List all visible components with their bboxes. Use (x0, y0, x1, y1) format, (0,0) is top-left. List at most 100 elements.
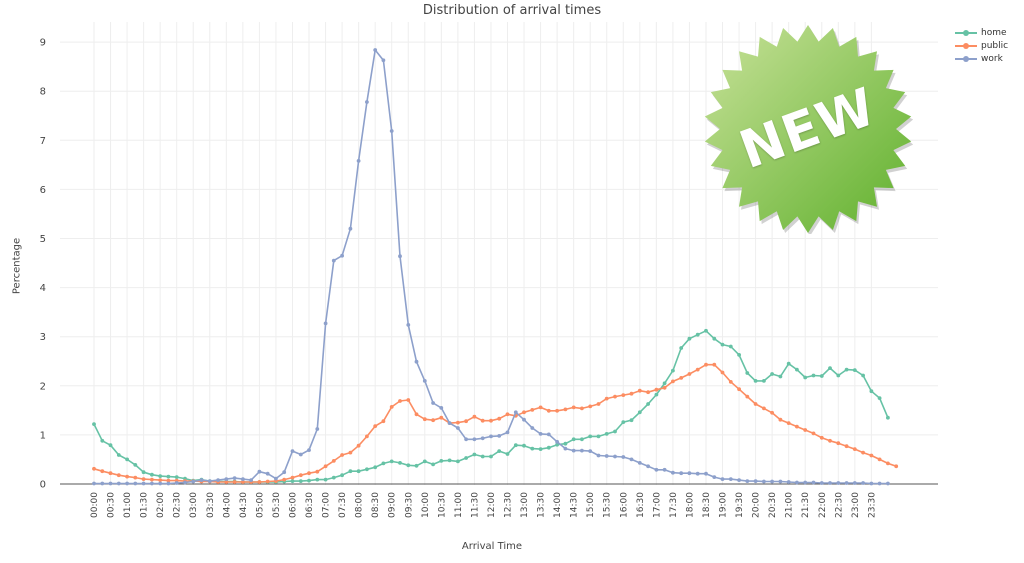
data-point-home (828, 366, 832, 370)
data-point-public (282, 477, 287, 482)
data-point-work (861, 481, 865, 485)
data-point-work (654, 467, 659, 472)
data-point-home (877, 396, 882, 400)
data-point-work (249, 478, 254, 482)
data-point-home (662, 381, 667, 386)
data-point-work (216, 478, 221, 482)
x-tick-label: 09:30 (404, 492, 414, 518)
data-point-public (720, 370, 725, 375)
data-point-public (604, 396, 609, 401)
data-point-home (381, 461, 386, 466)
data-point-work (828, 481, 832, 485)
legend-item-work[interactable]: work (955, 52, 1008, 65)
data-point-home (762, 379, 766, 383)
data-point-public (100, 469, 105, 474)
data-point-home (530, 446, 535, 451)
data-point-home (315, 477, 320, 482)
x-tick-label: 19:30 (735, 492, 745, 518)
data-point-work (290, 449, 295, 453)
data-point-home (174, 475, 179, 479)
data-point-public (323, 464, 328, 469)
legend-swatch-home (955, 28, 977, 38)
data-point-work (274, 476, 278, 481)
data-point-public (621, 393, 626, 397)
data-point-home (431, 462, 435, 467)
data-point-work (852, 481, 857, 485)
legend-item-public[interactable]: public (955, 39, 1008, 52)
data-point-work (241, 477, 245, 481)
data-point-home (695, 332, 700, 337)
data-point-work (365, 100, 369, 104)
x-tick-label: 16:00 (619, 492, 629, 518)
data-point-work (431, 401, 435, 405)
data-point-home (571, 437, 576, 442)
x-tick-label: 15:00 (586, 492, 596, 518)
data-point-work (298, 452, 303, 457)
data-point-home (637, 410, 642, 415)
data-point-home (613, 429, 617, 434)
x-tick-label: 07:00 (322, 492, 332, 518)
new-badge: NEW (703, 24, 914, 236)
data-point-home (720, 342, 725, 347)
data-point-home (745, 371, 750, 375)
data-point-work (439, 406, 444, 410)
data-point-public (596, 402, 601, 406)
data-point-public (654, 387, 659, 392)
data-point-work (389, 129, 394, 133)
data-point-public (414, 412, 419, 417)
data-point-home (141, 470, 146, 475)
data-point-home (323, 477, 328, 482)
data-point-work (166, 481, 171, 486)
data-point-home (538, 447, 543, 451)
data-point-work (100, 481, 105, 486)
data-point-home (513, 443, 518, 448)
data-point-home (786, 361, 791, 366)
x-tick-label: 08:30 (371, 492, 381, 518)
x-tick-label: 14:30 (570, 492, 580, 518)
x-tick-label: 22:30 (834, 492, 844, 518)
data-point-home (116, 453, 121, 457)
x-tick-label: 01:30 (140, 492, 150, 518)
data-point-public (431, 418, 435, 423)
data-point-public (646, 390, 650, 395)
data-point-work (92, 481, 96, 486)
data-point-work (356, 159, 361, 163)
data-point-work (406, 323, 411, 327)
data-point-public (108, 471, 113, 476)
data-point-home (373, 465, 378, 470)
data-point-work (563, 446, 568, 451)
data-point-work (571, 448, 576, 453)
data-point-home (646, 402, 650, 406)
data-point-work (819, 481, 824, 485)
series-line-public (93, 363, 897, 483)
data-point-work (456, 426, 460, 430)
data-point-work (133, 481, 138, 486)
data-point-public (141, 477, 146, 481)
data-point-public (331, 459, 336, 463)
x-tick-label: 20:00 (752, 492, 762, 518)
data-point-home (671, 368, 675, 373)
x-tick-label: 18:00 (685, 492, 695, 518)
data-point-work (629, 457, 634, 462)
data-point-public (555, 408, 559, 413)
x-tick-label: 04:30 (239, 492, 249, 518)
data-point-work (307, 448, 311, 452)
data-point-home (596, 434, 601, 439)
data-point-home (753, 379, 758, 383)
x-tick-label: 06:00 (288, 492, 298, 518)
data-point-public (265, 479, 270, 484)
y-tick-label: 6 (40, 185, 46, 196)
y-tick-label: 5 (40, 234, 46, 245)
data-point-public (158, 478, 163, 482)
legend-item-home[interactable]: home (955, 26, 1008, 39)
data-point-home (108, 443, 113, 448)
data-point-work (257, 469, 262, 474)
data-point-work (646, 464, 650, 469)
x-tick-label: 09:00 (388, 492, 398, 518)
data-point-work (464, 437, 468, 442)
data-point-public (695, 367, 700, 372)
data-point-work (414, 359, 419, 364)
data-point-home (621, 420, 626, 424)
data-point-work (323, 321, 328, 326)
legend-label-home: home (981, 27, 1007, 38)
